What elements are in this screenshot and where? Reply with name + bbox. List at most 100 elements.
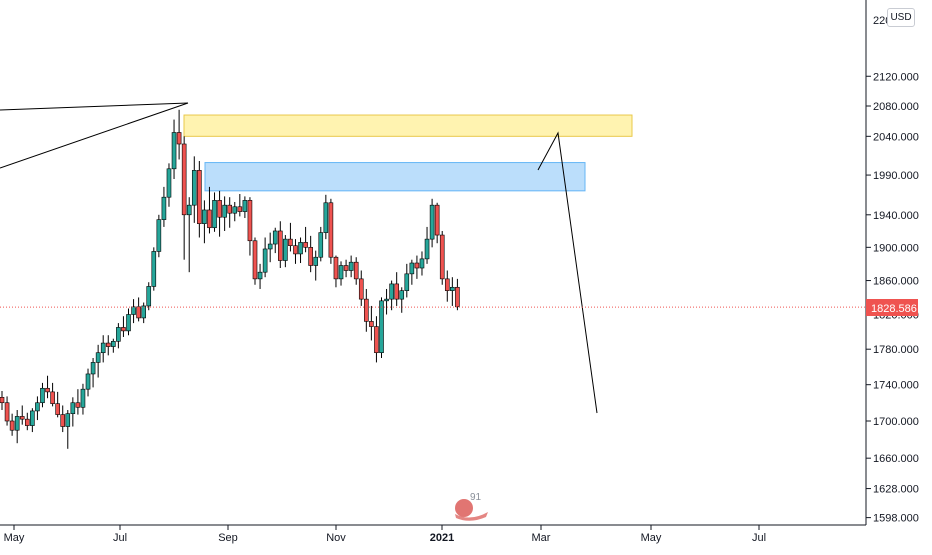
supply-zone-blue [204,162,586,192]
candle-body [131,306,136,315]
candle-body [121,327,126,332]
candle-body [212,200,217,229]
candle-body [207,209,212,229]
candle-body [70,402,76,414]
candle-body [100,342,106,354]
price-tag-label: 1828.586 [871,303,917,315]
candle-body [50,391,55,404]
candle-body [328,202,334,258]
candle-body [424,238,430,260]
watermark-text: 91 [470,492,482,503]
candle-body [197,170,202,224]
x-tick-label: Jul [113,532,127,544]
candle-body [136,306,141,319]
candle-body [111,341,116,347]
candle-body [252,240,258,280]
x-tick-label: May [4,532,25,544]
y-tick-label: 1598.000 [873,513,919,525]
candle-body [116,327,121,342]
y-tick-label: 1990.000 [873,170,919,182]
y-tick-label: 1740.000 [873,380,919,392]
candle-body [95,352,101,363]
candle-body [379,300,384,354]
candle-body [4,402,10,422]
candles-group [0,109,460,449]
logo-circle [455,499,473,517]
candle-body [272,230,278,245]
y-tick-label: 1700.000 [873,416,919,428]
candle-body [202,209,207,224]
candle-body [389,283,394,300]
candle-body [55,403,60,415]
candle-body [242,200,248,212]
candle-body [35,402,40,412]
candle-body [227,204,232,214]
candle-body [60,414,66,427]
candle-body [384,298,389,302]
trend-drawings [0,102,598,414]
x-tick-label: Sep [218,532,238,544]
x-tick-label: 2021 [430,532,454,544]
y-tick-label: 1660.000 [873,453,919,465]
trend-line-top[interactable] [0,102,189,111]
candle-body [414,262,420,269]
candle-body [75,402,81,408]
candle-body [399,290,405,300]
logo-swoosh [455,512,488,521]
currency-button[interactable]: USD [887,8,915,27]
y-tick-label: 1628.000 [873,484,919,496]
trend-line-bottom[interactable] [0,102,189,169]
candle-body [358,278,364,300]
candle-body [191,170,197,206]
y-tick-label: 2080.000 [873,101,919,113]
x-tick-label: Nov [326,532,346,544]
current-price-tag: 1828.586 [866,299,918,316]
candle-body [85,373,91,390]
candle-body [318,232,324,258]
candle-body [65,413,71,427]
candle-body [353,261,359,280]
watermark-logo [455,499,488,521]
candle-body [288,238,293,246]
candle-body [394,283,399,300]
x-axis-ticks: May Jul Sep Nov 2021 Mar May Jul [4,525,766,544]
candle-body [171,132,177,170]
candle-body [439,234,445,280]
candle-body [277,230,283,261]
candle-body [374,326,379,354]
candle-body [455,286,460,308]
supply-zone-yellow [183,114,633,137]
y-tick-label: 2120.000 [873,71,919,83]
candle-body [369,321,374,327]
candle-body [293,245,298,255]
candle-body [429,204,435,240]
y-tick-label: 1900.000 [873,242,919,254]
candle-body [161,196,167,220]
candle-body [9,420,15,431]
candle-body [19,416,25,420]
candle-body [444,278,450,291]
candle-body [80,388,86,408]
candle-body [323,202,329,233]
candle-body [409,262,415,275]
candle-body [283,238,288,261]
projection-path[interactable] [537,131,598,414]
candle-body [151,251,157,287]
candle-body [333,256,339,280]
candle-body [348,261,354,271]
candle-body [262,248,268,273]
candle-body [166,168,172,198]
price-zones [183,114,633,192]
candle-body [217,200,222,218]
candle-body [303,242,308,248]
candle-body [247,200,253,242]
candle-body [156,219,162,252]
candle-body [90,362,96,375]
y-tick-label: 1860.000 [873,276,919,288]
y-tick-label: 1780.000 [873,344,919,356]
candle-body [146,286,152,307]
candle-body [298,242,303,255]
y-tick-label: 1940.000 [873,210,919,222]
